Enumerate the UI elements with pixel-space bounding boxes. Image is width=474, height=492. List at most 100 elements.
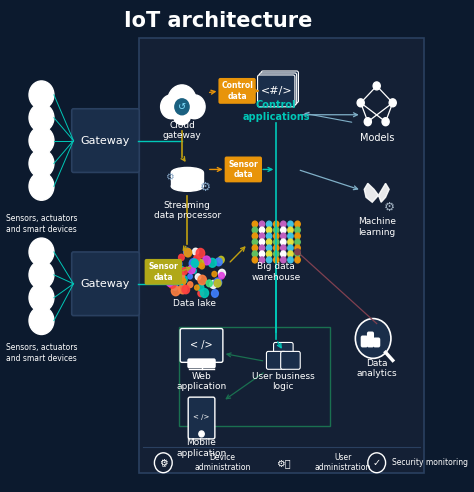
Text: < />: < />: [193, 414, 210, 420]
FancyBboxPatch shape: [259, 73, 297, 105]
Circle shape: [295, 227, 300, 233]
Circle shape: [210, 280, 217, 288]
Circle shape: [295, 249, 300, 255]
Circle shape: [281, 251, 286, 257]
Circle shape: [273, 239, 279, 245]
Circle shape: [252, 257, 257, 263]
Circle shape: [29, 150, 54, 178]
Text: Gateway: Gateway: [81, 279, 130, 289]
Circle shape: [198, 290, 204, 297]
Circle shape: [259, 245, 264, 251]
Circle shape: [184, 248, 191, 256]
Text: Sensor
data: Sensor data: [148, 262, 178, 281]
Circle shape: [180, 276, 187, 283]
FancyBboxPatch shape: [225, 156, 262, 183]
Circle shape: [295, 257, 300, 263]
Circle shape: [273, 227, 279, 233]
Circle shape: [288, 257, 293, 263]
Circle shape: [188, 282, 193, 288]
Ellipse shape: [171, 167, 203, 178]
Bar: [171, 180, 203, 186]
Circle shape: [198, 275, 206, 285]
Circle shape: [259, 221, 264, 227]
Text: Data
analytics: Data analytics: [356, 359, 397, 378]
Circle shape: [175, 99, 189, 115]
Circle shape: [373, 82, 380, 90]
Text: Machine
learning: Machine learning: [358, 217, 396, 237]
Circle shape: [252, 251, 257, 257]
Circle shape: [168, 85, 196, 117]
Circle shape: [364, 118, 371, 125]
Circle shape: [195, 274, 201, 280]
Circle shape: [259, 227, 264, 233]
Circle shape: [281, 221, 286, 227]
Circle shape: [209, 258, 216, 267]
Text: ⚙👥: ⚙👥: [276, 458, 291, 468]
Circle shape: [288, 221, 293, 227]
Circle shape: [29, 284, 54, 311]
Bar: [179, 327, 330, 426]
FancyBboxPatch shape: [145, 259, 182, 285]
Circle shape: [176, 271, 184, 280]
Polygon shape: [364, 184, 389, 202]
Text: ↺: ↺: [178, 102, 186, 112]
FancyBboxPatch shape: [261, 71, 299, 103]
Circle shape: [266, 221, 272, 227]
Circle shape: [288, 251, 293, 257]
FancyBboxPatch shape: [266, 351, 286, 369]
Text: Control
applications: Control applications: [243, 100, 310, 122]
Circle shape: [356, 319, 391, 358]
Circle shape: [171, 286, 180, 296]
Circle shape: [189, 259, 198, 268]
Circle shape: [295, 233, 300, 239]
Circle shape: [281, 233, 286, 239]
Circle shape: [389, 99, 396, 107]
Circle shape: [273, 233, 279, 239]
Circle shape: [266, 251, 272, 257]
Circle shape: [184, 248, 191, 257]
Text: < />: < />: [190, 340, 213, 350]
Circle shape: [182, 285, 190, 294]
Circle shape: [273, 251, 279, 257]
Text: IoT architecture: IoT architecture: [124, 11, 313, 31]
Circle shape: [188, 265, 195, 274]
Circle shape: [180, 278, 186, 284]
Circle shape: [196, 248, 205, 258]
Circle shape: [266, 239, 272, 245]
Text: User
administration: User administration: [314, 453, 371, 472]
Circle shape: [188, 274, 192, 279]
Text: ⚙: ⚙: [159, 458, 168, 468]
Text: User business
logic: User business logic: [252, 371, 315, 391]
Circle shape: [177, 261, 182, 266]
Circle shape: [295, 221, 300, 227]
Circle shape: [273, 245, 279, 251]
Circle shape: [184, 95, 205, 119]
Ellipse shape: [171, 174, 203, 184]
Text: Sensor
data: Sensor data: [228, 160, 258, 179]
Circle shape: [288, 233, 293, 239]
Circle shape: [172, 283, 178, 290]
Circle shape: [259, 239, 264, 245]
Circle shape: [29, 172, 54, 200]
Circle shape: [196, 259, 204, 267]
FancyBboxPatch shape: [187, 358, 216, 369]
Circle shape: [288, 227, 293, 233]
Circle shape: [266, 233, 272, 239]
FancyBboxPatch shape: [361, 336, 368, 347]
Circle shape: [219, 273, 224, 279]
Circle shape: [179, 266, 184, 272]
FancyBboxPatch shape: [72, 252, 139, 315]
Circle shape: [29, 261, 54, 289]
FancyBboxPatch shape: [219, 78, 256, 104]
Text: Models: Models: [359, 133, 394, 143]
Ellipse shape: [171, 182, 203, 191]
Circle shape: [191, 259, 199, 267]
Circle shape: [201, 288, 209, 298]
Circle shape: [166, 279, 173, 286]
Circle shape: [212, 272, 217, 277]
FancyBboxPatch shape: [373, 338, 380, 347]
Circle shape: [29, 307, 54, 335]
Circle shape: [259, 257, 264, 263]
Circle shape: [259, 251, 264, 257]
FancyBboxPatch shape: [273, 342, 293, 360]
